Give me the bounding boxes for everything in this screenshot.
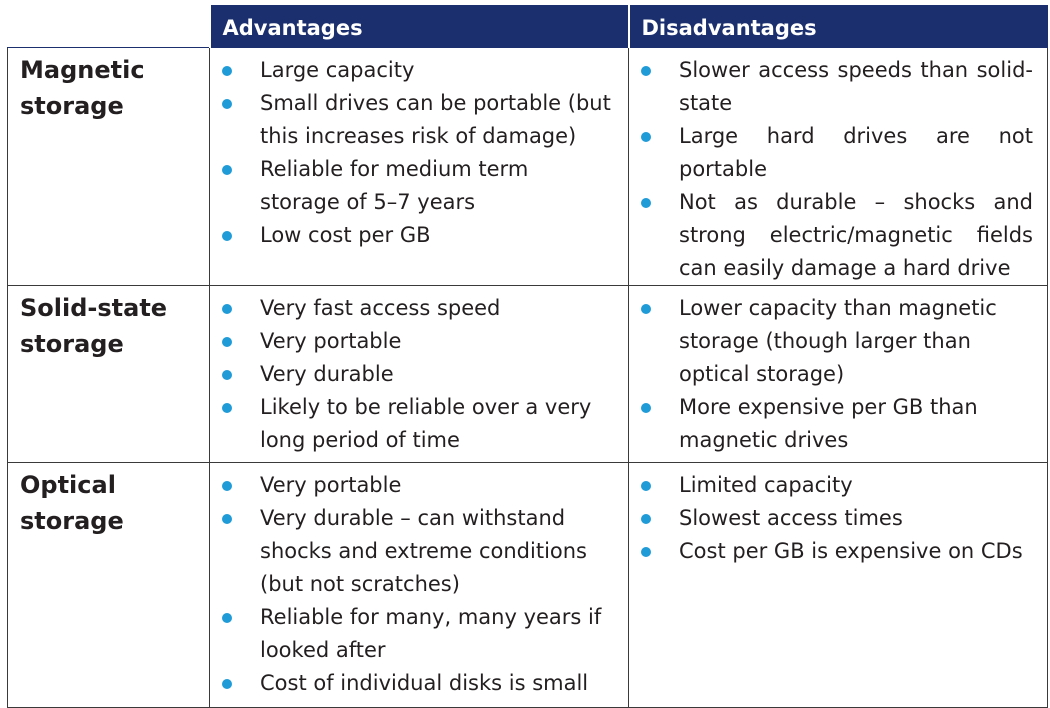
list-item: Small drives can be portable (but this i… <box>210 87 614 153</box>
list-item: Low cost per GB <box>210 219 614 252</box>
table-row-optical: Optical storage Very portable Very durab… <box>7 462 1048 708</box>
advantages-cell-magnetic: Large capacity Small drives can be porta… <box>209 47 629 286</box>
list-item: Very portable <box>210 325 614 358</box>
list-item: Limited capacity <box>629 469 1033 502</box>
list-item: Large hard drives are not portable <box>629 120 1033 186</box>
list-item: Lower capacity than magnetic storage (th… <box>629 292 1033 391</box>
list-item: Very portable <box>210 469 614 502</box>
list-item: Reliable for medium term storage of 5–7 … <box>210 153 614 219</box>
list-item: Cost per GB is expensive on CDs <box>629 535 1033 568</box>
header-corner-cell <box>7 5 210 48</box>
list-item: Very durable <box>210 358 614 391</box>
list-item: Slowest access times <box>629 502 1033 535</box>
list-item: Not as durable – shocks and strong elect… <box>629 186 1033 285</box>
row-label-optical: Optical storage <box>7 462 210 708</box>
list-item: Likely to be reliable over a very long p… <box>210 391 614 457</box>
header-disadvantages: Disadvantages <box>627 5 1048 48</box>
list-item: Large capacity <box>210 54 614 87</box>
row-label-solid-state: Solid-state storage <box>7 285 210 463</box>
storage-comparison-table: Advantages Disadvantages Magnetic storag… <box>7 5 1048 708</box>
list-item: More expensive per GB than magnetic driv… <box>629 391 1033 457</box>
row-label-magnetic: Magnetic storage <box>7 47 210 286</box>
advantages-cell-optical: Very portable Very durable – can withsta… <box>209 462 629 708</box>
list-item: Very durable – can withstand shocks and … <box>210 502 614 601</box>
table-row-magnetic: Magnetic storage Large capacity Small dr… <box>7 47 1048 286</box>
list-item: Very fast access speed <box>210 292 614 325</box>
header-row: Advantages Disadvantages <box>7 5 1048 48</box>
disadvantages-cell-solid-state: Lower capacity than magnetic storage (th… <box>628 285 1048 463</box>
disadvantages-cell-optical: Limited capacity Slowest access times Co… <box>628 462 1048 708</box>
list-item: Slower access speeds than solid-state <box>629 54 1033 120</box>
list-item: Reliable for many, many years if looked … <box>210 601 614 667</box>
table-row-solid-state: Solid-state storage Very fast access spe… <box>7 285 1048 463</box>
disadvantages-cell-magnetic: Slower access speeds than solid-state La… <box>628 47 1048 286</box>
header-advantages: Advantages <box>208 5 629 48</box>
advantages-cell-solid-state: Very fast access speed Very portable Ver… <box>209 285 629 463</box>
